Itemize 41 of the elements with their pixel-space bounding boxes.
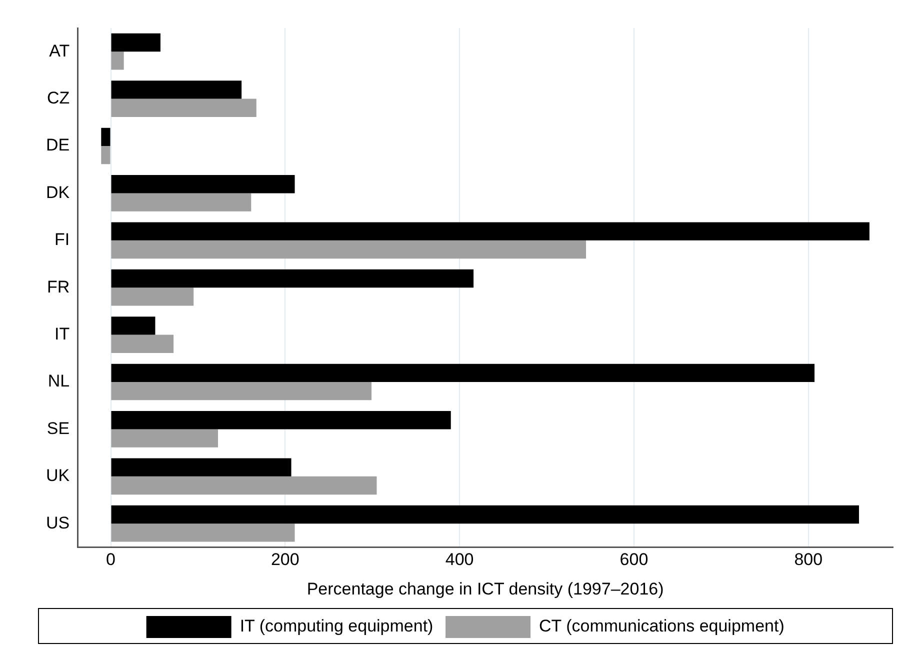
bar	[111, 33, 160, 52]
y-tick-label: DK	[46, 182, 70, 202]
x-tick-label: 400	[445, 550, 474, 570]
x-tick-label: 600	[620, 550, 648, 570]
y-tick-label: UK	[46, 466, 70, 486]
bar	[111, 316, 156, 335]
bar	[111, 429, 218, 448]
bar	[101, 146, 110, 164]
y-tick-label: SE	[46, 418, 70, 438]
bar	[111, 222, 870, 240]
x-tick-label: 800	[794, 550, 823, 570]
legend-label: IT (computing equipment)	[240, 616, 434, 636]
bar	[111, 240, 586, 259]
y-tick-label: FI	[54, 230, 70, 250]
y-tick-label: AT	[49, 41, 70, 60]
bar	[111, 175, 295, 194]
bar	[111, 476, 377, 495]
y-tick-label: CZ	[46, 88, 70, 108]
x-tick-label: 200	[270, 550, 300, 570]
bar	[111, 382, 372, 400]
legend-label: CT (communications equipment)	[539, 616, 784, 636]
bar	[111, 524, 295, 542]
bar	[111, 269, 474, 288]
bar	[111, 458, 292, 476]
bar	[111, 334, 174, 353]
bar	[111, 364, 815, 382]
y-tick-label: IT	[54, 324, 70, 344]
x-axis-title: Percentage change in ICT density (1997–2016)	[306, 579, 664, 598]
x-tick-label: 0	[106, 550, 116, 570]
y-tick-label: FR	[46, 277, 70, 296]
y-tick-label: US	[46, 513, 70, 532]
bar	[111, 80, 242, 99]
bar	[111, 411, 451, 430]
y-tick-label: NL	[48, 372, 70, 391]
bar	[101, 128, 110, 146]
bar	[111, 505, 859, 524]
bar	[111, 98, 256, 117]
bar	[111, 288, 194, 306]
bar	[111, 193, 252, 212]
y-tick-label: DE	[46, 136, 70, 155]
bar	[111, 52, 124, 70]
